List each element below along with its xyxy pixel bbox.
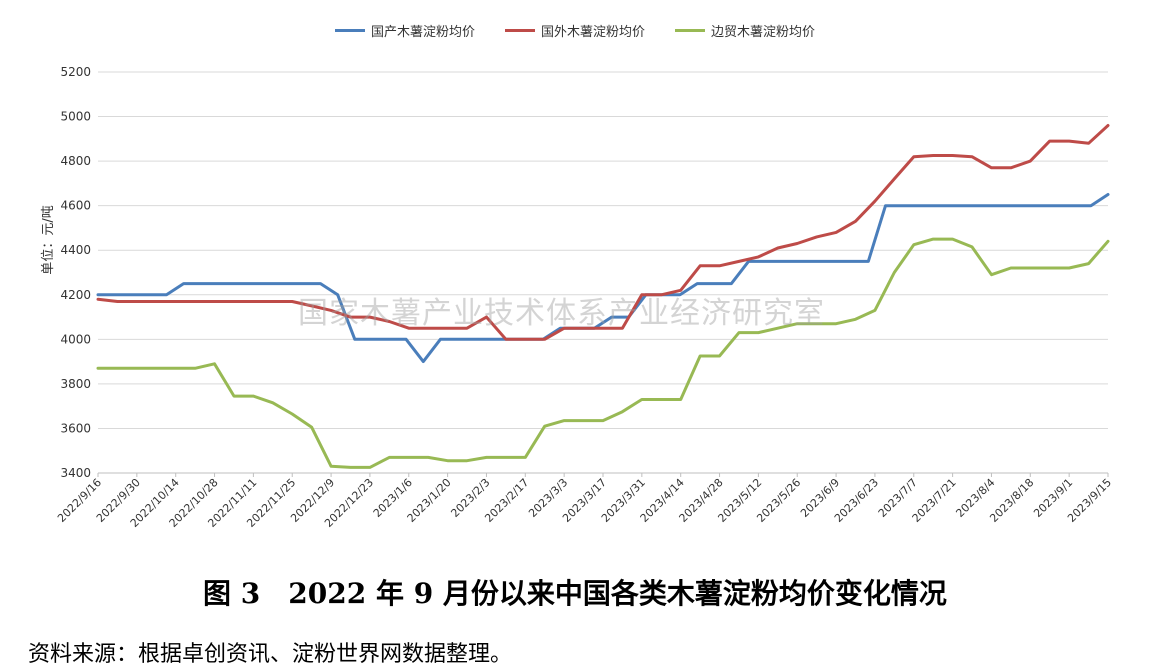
y-tick-label: 4600	[60, 199, 91, 213]
figure-caption: 图 3 2022 年 9 月份以来中国各类木薯淀粉均价变化情况	[203, 577, 947, 610]
legend-label-border-trade: 边贸木薯淀粉均价	[711, 25, 816, 40]
legend-swatch-domestic	[334, 29, 365, 32]
legend-swatch-border-trade	[675, 29, 705, 32]
y-tick-label: 3600	[60, 421, 91, 435]
y-axis-label: 单位：元/吨	[41, 205, 56, 274]
series-line-2	[96, 237, 1110, 469]
series-line-1	[96, 124, 1110, 341]
legend-swatch-foreign	[504, 29, 535, 32]
x-tick-labels: 2022/9/162022/9/302022/10/142022/10/2820…	[55, 473, 1114, 530]
price-line-chart: 3400 3600 3800 4000 4200 4400 4600 4800 5000 5200…	[41, 65, 1114, 530]
grid-lines	[98, 71, 1108, 474]
y-tick-label: 5200	[60, 65, 91, 79]
y-tick-label: 3800	[60, 377, 91, 391]
legend-item-foreign[interactable]: 国外木薯淀粉均价	[504, 21, 645, 40]
y-tick-labels: 3400 3600 3800 4000 4200 4400 4600 4800 5000 5200	[60, 65, 91, 480]
source-note: 资料来源：根据卓创资讯、淀粉世界网数据整理。	[28, 642, 513, 667]
legend-label-foreign: 国外木薯淀粉均价	[540, 25, 645, 40]
y-tick-label: 4400	[60, 243, 91, 257]
series-lines	[96, 124, 1110, 469]
y-tick-label: 3400	[60, 466, 91, 480]
legend-label-domestic: 国产木薯淀粉均价	[370, 25, 475, 40]
chart-legend: 国产木薯淀粉均价 国外木薯淀粉均价 边贸木薯淀粉均价	[0, 21, 1150, 40]
legend-item-domestic[interactable]: 国产木薯淀粉均价	[334, 21, 475, 40]
series-line-0	[96, 193, 1110, 364]
y-tick-label: 5000	[60, 110, 91, 124]
watermark-text: 国家木薯产业技术体系产业经济研究室	[298, 296, 825, 331]
y-tick-label: 4200	[60, 288, 91, 302]
y-tick-label: 4000	[60, 332, 91, 346]
legend-item-border-trade[interactable]: 边贸木薯淀粉均价	[675, 21, 815, 40]
y-tick-label: 4800	[60, 154, 91, 168]
